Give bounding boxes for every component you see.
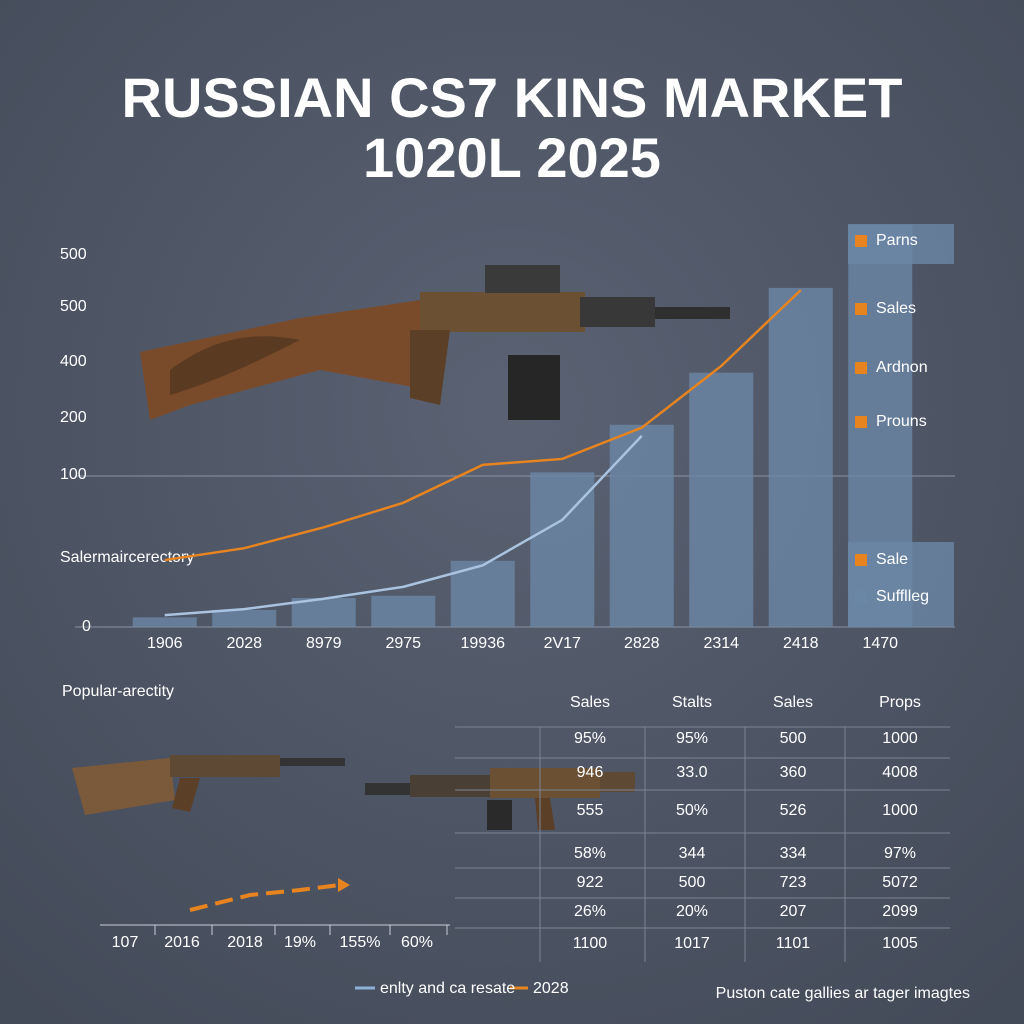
x-tick-label: 1906 <box>147 635 183 652</box>
legend-label: Sufflleg <box>876 588 929 605</box>
x-tick-label: 2018 <box>227 934 263 951</box>
subtitle: 1020L 2025 <box>363 126 661 189</box>
line <box>164 289 802 562</box>
bar <box>689 372 754 627</box>
bar <box>132 617 197 627</box>
table-cell: 500 <box>780 730 807 747</box>
bar <box>768 287 833 627</box>
line <box>164 435 643 617</box>
table-header: Sales <box>773 694 813 711</box>
x-tick-label: 2975 <box>385 635 421 652</box>
y-axis-label: 100 <box>60 466 87 483</box>
legend-swatch <box>855 362 867 374</box>
table-cell: 26% <box>574 903 606 920</box>
table-cell: 5072 <box>882 874 918 891</box>
bar <box>371 595 436 627</box>
x-tick-label: 19% <box>284 934 316 951</box>
legend-label: 2028 <box>533 980 569 997</box>
table-cell: 334 <box>780 845 807 862</box>
annotation: Salermaircerectory <box>60 549 194 566</box>
legend-label: enlty and ca resate <box>380 980 515 997</box>
legend-label: Sale <box>876 551 908 568</box>
rifle-illustration <box>140 265 730 420</box>
table-header: Sales <box>570 694 610 711</box>
x-tick-label: 2V17 <box>544 635 581 652</box>
table-cell: 555 <box>577 802 604 819</box>
table-cell: 922 <box>577 874 604 891</box>
legend-label: Prouns <box>876 413 927 430</box>
legend-swatch <box>855 554 867 566</box>
x-tick-label: 2314 <box>703 635 739 652</box>
x-tick-label: 1470 <box>862 635 898 652</box>
y-axis-label: 500 <box>60 298 87 315</box>
rifle-illustration <box>72 755 345 815</box>
rifle-illustration <box>365 768 635 830</box>
legend-swatch <box>855 591 867 603</box>
footer: Puston cate gallies ar tager imagtes <box>716 985 970 1002</box>
title: RUSSIAN CS7 KINS MARKET <box>122 66 903 129</box>
trend-arrow <box>189 883 341 912</box>
x-tick-label: 2418 <box>783 635 819 652</box>
y-axis-label: 500 <box>60 246 87 263</box>
table-cell: 344 <box>679 845 706 862</box>
table-cell: 95% <box>676 730 708 747</box>
x-tick-label: 60% <box>401 934 433 951</box>
x-tick-label: 155% <box>340 934 381 951</box>
legend-swatch <box>855 303 867 315</box>
legend-label: Sales <box>876 300 916 317</box>
table-cell: 20% <box>676 903 708 920</box>
table-cell: 33.0 <box>676 764 707 781</box>
x-tick-label: 8979 <box>306 635 342 652</box>
table-cell: 723 <box>780 874 807 891</box>
table-cell: 4008 <box>882 764 918 781</box>
table-cell: 1000 <box>882 730 918 747</box>
bar <box>609 424 674 627</box>
table-cell: 1005 <box>882 935 918 952</box>
table-cell: 1100 <box>573 935 608 952</box>
x-tick-label: 107 <box>112 934 139 951</box>
legend-swatch <box>855 416 867 428</box>
y-axis-label: 0 <box>82 618 91 635</box>
x-tick-label: 2828 <box>624 635 660 652</box>
x-tick-label: 2028 <box>226 635 262 652</box>
arrow-head <box>338 878 350 892</box>
table-cell: 97% <box>884 845 916 862</box>
table-cell: 1017 <box>674 935 710 952</box>
table-cell: 95% <box>574 730 606 747</box>
table-cell: 207 <box>780 903 807 920</box>
table-cell: 1101 <box>776 935 811 952</box>
table-cell: 50% <box>676 802 708 819</box>
table-cell: 2099 <box>882 903 918 920</box>
table-cell: 500 <box>679 874 706 891</box>
bar <box>212 609 277 627</box>
legend-swatch <box>855 235 867 247</box>
table-cell: 946 <box>577 764 604 781</box>
table-cell: 526 <box>780 802 807 819</box>
table-header: Props <box>879 694 921 711</box>
table-cell: 1000 <box>882 802 918 819</box>
table-cell: 58% <box>574 845 606 862</box>
x-tick-label: 2016 <box>164 934 200 951</box>
bar <box>291 597 356 627</box>
legend-label: Ardnon <box>876 359 928 376</box>
table-cell: 360 <box>780 764 807 781</box>
legend-label: Parns <box>876 232 918 249</box>
small-chart-title: Popular-arectity <box>62 683 174 700</box>
y-axis-label: 200 <box>60 409 87 426</box>
x-tick-label: 19936 <box>461 635 506 652</box>
y-axis-label: 400 <box>60 353 87 370</box>
table-header: Stalts <box>672 694 712 711</box>
